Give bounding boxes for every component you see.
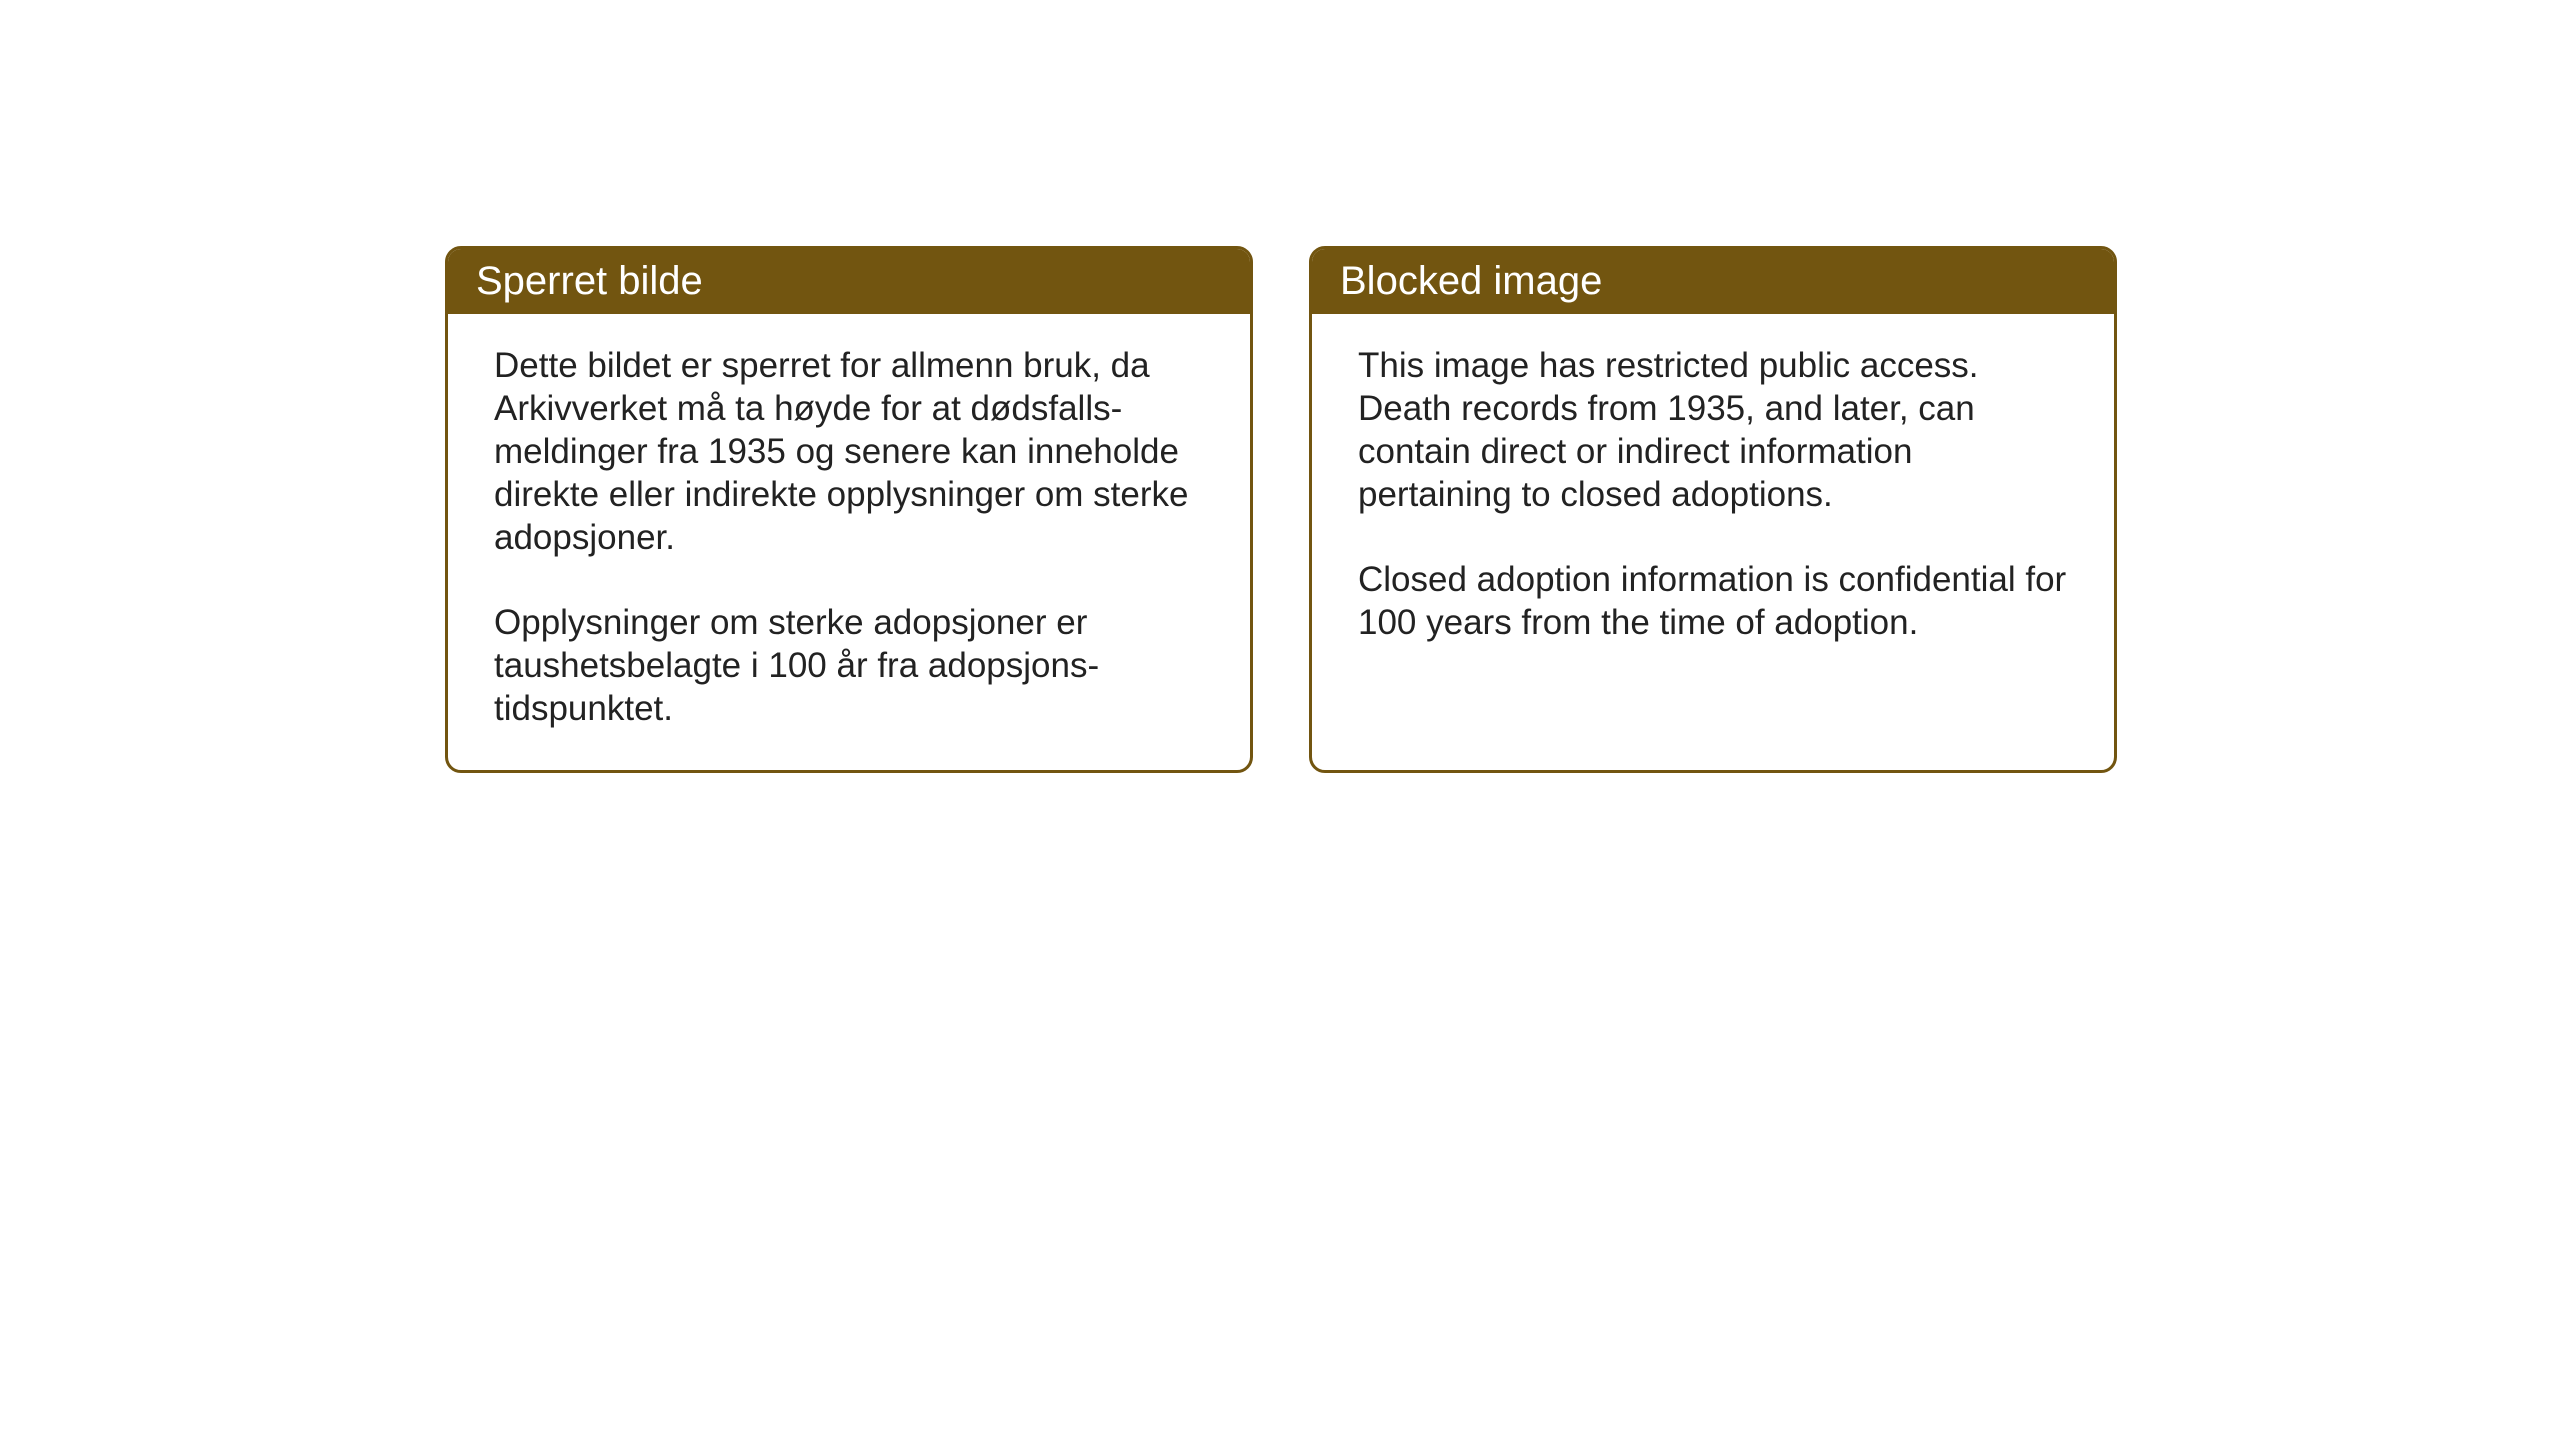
card-norwegian: Sperret bilde Dette bildet er sperret fo… [445, 246, 1253, 773]
card-paragraph: This image has restricted public access.… [1358, 344, 2068, 516]
card-paragraph: Opplysninger om sterke adopsjoner er tau… [494, 601, 1204, 730]
card-paragraph: Dette bildet er sperret for allmenn bruk… [494, 344, 1204, 559]
card-header: Blocked image [1312, 249, 2114, 314]
card-english: Blocked image This image has restricted … [1309, 246, 2117, 773]
card-title: Blocked image [1340, 259, 1602, 303]
cards-container: Sperret bilde Dette bildet er sperret fo… [445, 246, 2117, 773]
card-paragraph: Closed adoption information is confident… [1358, 558, 2068, 644]
card-title: Sperret bilde [476, 259, 703, 303]
card-body: Dette bildet er sperret for allmenn bruk… [448, 314, 1250, 770]
card-header: Sperret bilde [448, 249, 1250, 314]
card-body: This image has restricted public access.… [1312, 314, 2114, 684]
